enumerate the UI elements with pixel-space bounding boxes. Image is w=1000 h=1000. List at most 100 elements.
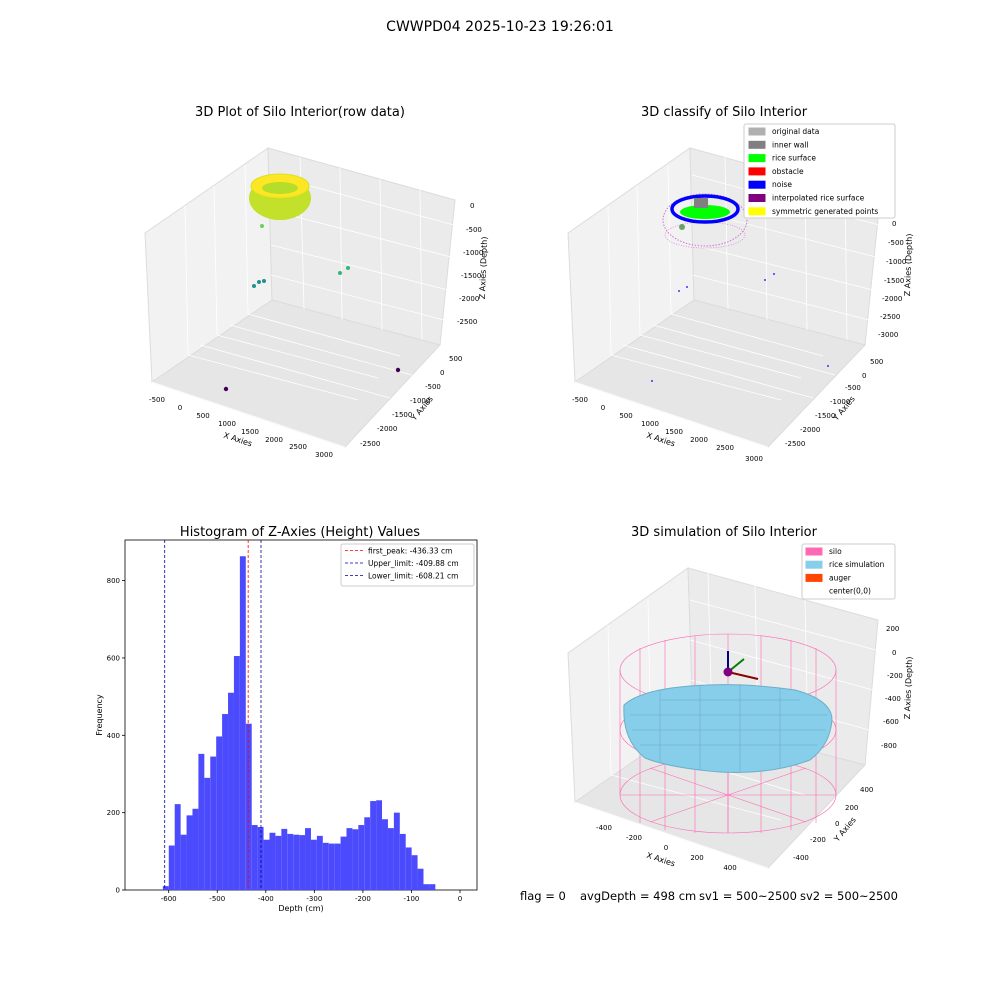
histogram-bar bbox=[334, 843, 341, 890]
legend-swatch bbox=[748, 127, 766, 136]
panel-2-points bbox=[651, 193, 829, 382]
rice-surface-mesh bbox=[623, 684, 833, 773]
y-tick-label: 500 bbox=[870, 358, 883, 366]
histogram-bar bbox=[340, 836, 347, 890]
histogram-bar bbox=[352, 829, 359, 890]
y-tick-label: -1000 bbox=[410, 397, 430, 405]
histogram-bar bbox=[293, 834, 300, 890]
legend-label: rice surface bbox=[772, 154, 816, 163]
panel-4-z-ticks: 200 0 -200 -400 -600 -800 bbox=[881, 625, 903, 750]
histogram-bar bbox=[399, 833, 406, 890]
point bbox=[773, 273, 775, 275]
histogram-bar bbox=[192, 808, 199, 890]
y-tick-label: -200 bbox=[810, 836, 826, 844]
histogram-bar bbox=[411, 855, 418, 890]
x-tick-label: 2500 bbox=[289, 443, 307, 451]
legend-swatch bbox=[748, 140, 766, 149]
panel-1-gridlines bbox=[151, 156, 455, 448]
panel-3-title: Histogram of Z-Axies (Height) Values bbox=[180, 525, 420, 540]
point bbox=[257, 280, 261, 284]
panel-2-gridlines bbox=[574, 156, 880, 448]
panel-2-noise-ring bbox=[670, 194, 740, 224]
z-tick-label: -1500 bbox=[884, 277, 904, 285]
histogram-bar bbox=[316, 835, 323, 890]
x-tick-label: 2000 bbox=[690, 436, 708, 444]
panel-4-xlabel: X Axies bbox=[645, 851, 676, 869]
histogram-bar bbox=[358, 825, 365, 890]
panel-4-auger bbox=[723, 651, 759, 680]
z-tick-label: 0 bbox=[892, 220, 896, 228]
z-tick-label: -1000 bbox=[463, 249, 483, 257]
histogram-bar bbox=[257, 826, 264, 890]
panel-4-zlabel: Z Axies (Depth) bbox=[903, 656, 914, 719]
y-tick-label: -1000 bbox=[830, 398, 850, 406]
z-tick-label: -600 bbox=[883, 718, 899, 726]
legend-swatch bbox=[748, 180, 766, 189]
panel-3d-simulation: 3D simulation of Silo Interior bbox=[567, 525, 914, 872]
x-tick-label: 3000 bbox=[745, 455, 763, 463]
histogram-bar bbox=[299, 835, 306, 890]
panel-4-legend: silo rice simulation auger center(0,0) bbox=[801, 543, 896, 600]
panel-4-x-ticks: -400 -200 0 200 400 bbox=[596, 824, 737, 872]
panel-4-legend-frame bbox=[801, 543, 896, 600]
y-tick-label: 200 bbox=[107, 809, 120, 817]
panel-2-x-ticks: -500 0 500 1000 1500 2000 2500 3000 bbox=[572, 396, 763, 463]
legend-swatch bbox=[748, 194, 766, 202]
panel-2-y-ticks: 500 0 -500 -1000 -1500 -2000 -2500 bbox=[785, 358, 883, 448]
auger-axis-x bbox=[727, 671, 759, 680]
panel-2-zlabel: Z Axies (Depth) bbox=[903, 233, 914, 296]
z-tick-label: -2000 bbox=[882, 295, 902, 303]
z-tick-label: 0 bbox=[470, 202, 474, 210]
legend-swatch bbox=[748, 154, 766, 163]
y-tick-label: 200 bbox=[845, 804, 858, 812]
histogram-bar bbox=[186, 815, 193, 890]
panel-4-title: 3D simulation of Silo Interior bbox=[631, 525, 818, 540]
histogram-bar bbox=[281, 828, 288, 890]
histogram-bar bbox=[417, 868, 424, 890]
panel-3-xlabel: Depth (cm) bbox=[278, 904, 323, 913]
histogram-bar bbox=[174, 804, 181, 890]
z-tick-label: -200 bbox=[887, 672, 903, 680]
histogram-bar bbox=[328, 843, 335, 890]
legend-swatch bbox=[805, 560, 823, 569]
panel-1-zlabel: Z Axies (Depth) bbox=[478, 236, 489, 299]
histogram-bar bbox=[216, 736, 223, 890]
point bbox=[395, 367, 401, 373]
histogram-bar bbox=[228, 692, 234, 890]
x-tick-label: 3000 bbox=[315, 451, 333, 459]
x-tick-label: -500 bbox=[209, 895, 225, 903]
panel-2-interpolated-surface bbox=[662, 193, 748, 247]
y-tick-label: -2000 bbox=[377, 425, 397, 433]
histogram-bar bbox=[393, 812, 400, 890]
y-tick-label: 500 bbox=[449, 355, 462, 363]
histogram-bar bbox=[210, 756, 217, 890]
histogram-bar bbox=[382, 819, 388, 890]
x-tick-label: 0 bbox=[664, 844, 668, 852]
y-tick-label: -2000 bbox=[800, 426, 820, 434]
legend-label: silo bbox=[829, 547, 842, 556]
histogram-bar bbox=[305, 828, 311, 890]
panel-2-title: 3D classify of Silo Interior bbox=[641, 105, 808, 120]
figure-suptitle: CWWPD04 2025-10-23 19:26:01 bbox=[386, 19, 614, 35]
histogram-bar bbox=[423, 884, 430, 890]
z-tick-label: -500 bbox=[888, 239, 904, 247]
x-tick-label: -500 bbox=[149, 396, 165, 404]
point bbox=[686, 286, 688, 288]
histogram-bar bbox=[429, 884, 436, 890]
x-tick-label: -400 bbox=[596, 824, 612, 832]
legend-label: auger bbox=[829, 573, 852, 582]
x-tick-label: -400 bbox=[258, 895, 274, 903]
point bbox=[679, 224, 685, 230]
histogram-bar bbox=[405, 847, 412, 890]
histogram-bar bbox=[222, 714, 229, 890]
legend-label: rice simulation bbox=[829, 560, 885, 569]
x-tick-label: 1500 bbox=[665, 428, 683, 436]
histogram-bar bbox=[239, 556, 246, 890]
x-tick-label: 1000 bbox=[218, 420, 236, 428]
y-tick-label: 400 bbox=[107, 732, 120, 740]
z-tick-label: -400 bbox=[885, 695, 901, 703]
x-tick-label: -600 bbox=[161, 895, 177, 903]
histogram-bar bbox=[346, 828, 353, 890]
x-tick-label: 1500 bbox=[241, 428, 259, 436]
